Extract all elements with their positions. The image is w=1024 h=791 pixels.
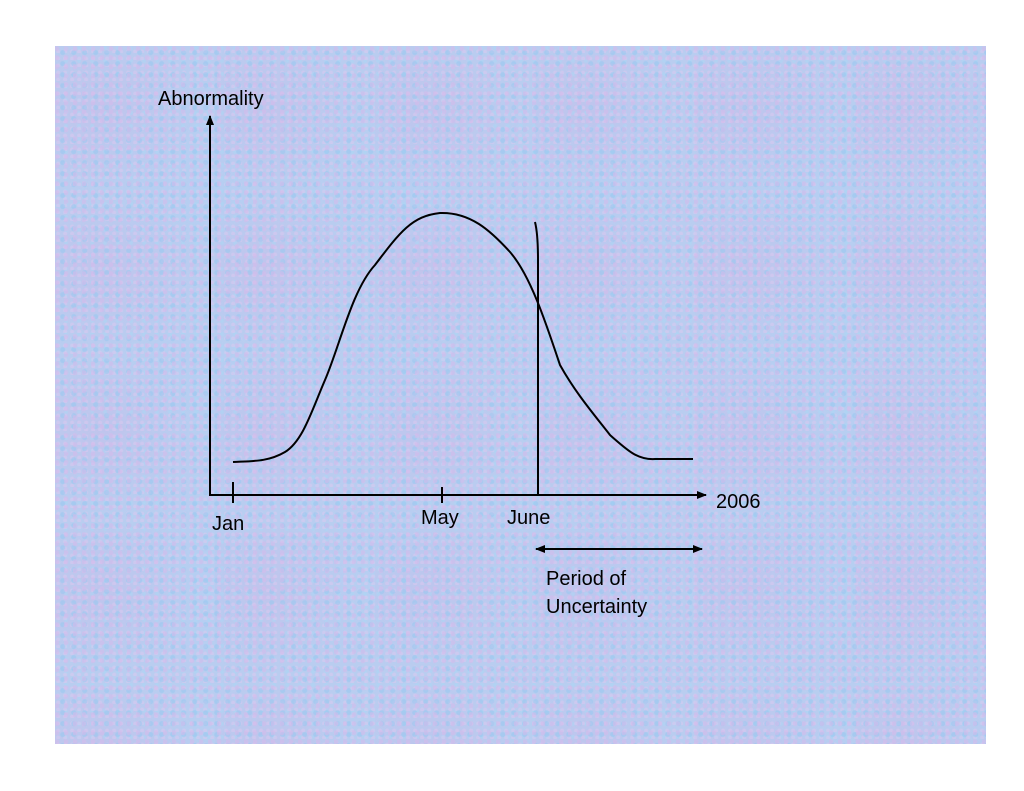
tick-label-june: June — [507, 507, 550, 529]
tick-label-jan: Jan — [212, 513, 244, 535]
uncertainty-label-line1: Period of — [546, 568, 626, 590]
tick-label-may: May — [421, 507, 459, 529]
june-marker-line — [534, 221, 539, 495]
y-axis-label: Abnormality — [158, 88, 264, 110]
x-axis-label: 2006 — [716, 491, 761, 513]
uncertainty-label-line2: Uncertainty — [546, 596, 647, 618]
abnormality-curve — [232, 211, 693, 463]
